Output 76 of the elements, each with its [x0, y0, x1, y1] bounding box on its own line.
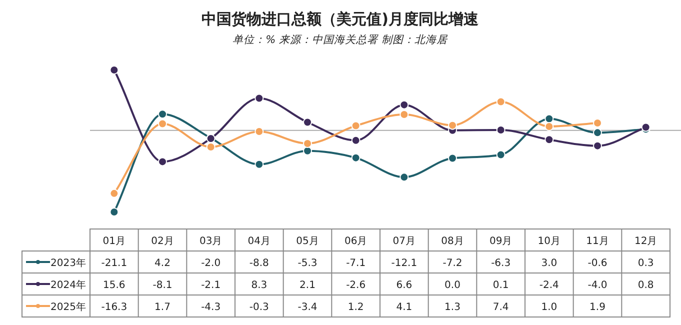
point: [496, 150, 506, 160]
data-label: 1.3: [444, 302, 460, 313]
point: [448, 120, 457, 130]
data-label: 2.1: [300, 280, 316, 291]
data-label: -7.2: [442, 258, 462, 269]
legend-label: 2025年: [50, 301, 86, 313]
data-label: 3.0: [541, 258, 558, 269]
point: [400, 172, 409, 182]
point: [303, 118, 312, 127]
x-tick-label: 12月: [634, 236, 658, 247]
point: [544, 114, 554, 124]
data-label: -2.6: [346, 280, 366, 291]
title: 中国货物进口总额（美元值)月度同比增速: [202, 10, 478, 28]
data-label: -6.3: [491, 258, 511, 269]
data-label: -16.3: [101, 302, 128, 313]
data-label: 1.7: [154, 302, 170, 313]
data-label: 7.4: [492, 302, 509, 313]
data-label: -2.0: [201, 258, 221, 269]
data-label: 0.0: [444, 280, 460, 291]
data-label: -2.4: [539, 280, 559, 291]
data-label: 0.8: [638, 280, 654, 291]
data-label: -8.8: [249, 258, 269, 269]
x-tick-label: 06月: [344, 236, 368, 247]
point: [254, 160, 264, 169]
data-label: 4.1: [396, 302, 412, 313]
point: [351, 153, 360, 162]
data-label: -12.1: [391, 258, 418, 269]
data-label: -4.0: [588, 280, 608, 291]
data-label: 6.6: [396, 280, 412, 291]
data-label: -7.1: [346, 258, 366, 269]
point: [351, 136, 360, 145]
data-label: -2.1: [201, 280, 221, 291]
point: [593, 128, 602, 138]
x-tick-label: 07月: [392, 236, 416, 247]
point: [593, 141, 602, 150]
point: [110, 66, 119, 74]
point: [254, 94, 264, 103]
point: [544, 122, 554, 131]
point: [303, 139, 312, 148]
x-tick-label: 05月: [296, 236, 319, 247]
data-label: 15.6: [103, 280, 126, 291]
x-tick-label: 03月: [199, 236, 222, 247]
point: [496, 97, 506, 106]
point: [158, 110, 167, 119]
x-tick-label: 04月: [248, 236, 271, 247]
data-label: -0.6: [588, 258, 608, 269]
point: [544, 135, 554, 144]
point: [158, 157, 167, 166]
data-label: -8.1: [152, 280, 172, 291]
x-tick-label: 11月: [586, 236, 609, 247]
data-label: -0.3: [249, 302, 269, 313]
legend-label: 2024年: [50, 279, 86, 291]
point: [158, 119, 167, 128]
data-label: 0.1: [492, 280, 509, 291]
data-label: 1.0: [541, 302, 558, 313]
point: [448, 154, 457, 163]
x-tick-label: 02月: [151, 236, 174, 247]
data-label: 8.3: [251, 280, 268, 291]
x-tick-label: 10月: [538, 236, 561, 247]
point: [400, 100, 409, 110]
subtitle: 单位：% 来源：中国海关总署 制图：北海居: [232, 34, 448, 46]
data-label: -4.3: [201, 302, 221, 313]
data-label: 1.2: [348, 302, 364, 313]
legend-label: 2023年: [50, 257, 86, 269]
data-label: -5.3: [298, 258, 318, 269]
data-label: -21.1: [101, 258, 128, 269]
x-tick-label: 08月: [441, 236, 464, 247]
data-label: 4.2: [154, 258, 170, 269]
point: [351, 121, 360, 130]
data-label: 1.9: [590, 302, 606, 313]
point: [110, 208, 119, 216]
point: [110, 188, 119, 198]
x-tick-label: 01月: [102, 236, 126, 247]
x-tick-label: 09月: [489, 236, 512, 247]
data-label: 0.3: [638, 258, 654, 269]
data-label: -3.4: [298, 302, 318, 313]
